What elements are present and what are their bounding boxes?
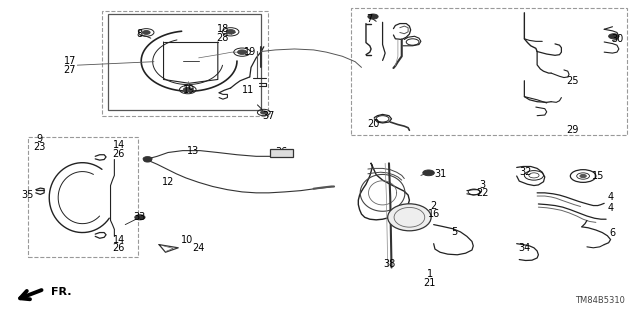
Text: 38: 38 [383, 259, 395, 269]
Text: 37: 37 [263, 111, 275, 121]
Text: 36: 36 [276, 146, 288, 157]
Circle shape [144, 158, 152, 162]
Text: 32: 32 [520, 167, 532, 177]
Circle shape [609, 34, 619, 39]
Text: 33: 33 [134, 212, 146, 222]
Text: 8: 8 [137, 29, 143, 39]
Text: 5: 5 [451, 227, 457, 237]
Text: 14: 14 [113, 140, 125, 150]
Circle shape [226, 30, 235, 34]
Bar [28, 137, 138, 257]
Text: 10: 10 [181, 234, 193, 245]
Text: 1: 1 [427, 270, 433, 279]
Text: 23: 23 [33, 142, 45, 152]
Text: 28: 28 [217, 33, 229, 43]
Text: 21: 21 [424, 278, 436, 288]
Bar [270, 149, 292, 157]
Circle shape [143, 157, 152, 161]
Text: 11: 11 [243, 85, 255, 95]
Text: 22: 22 [477, 189, 489, 198]
Ellipse shape [388, 204, 431, 231]
Text: 26: 26 [113, 149, 125, 159]
Text: 30: 30 [611, 34, 623, 44]
Text: 18: 18 [217, 24, 229, 34]
Bar [351, 8, 627, 135]
Text: 35: 35 [21, 190, 34, 200]
Text: 19: 19 [183, 85, 195, 95]
Circle shape [580, 174, 586, 178]
Circle shape [143, 31, 150, 34]
Text: 29: 29 [566, 125, 579, 135]
Text: 2: 2 [431, 201, 436, 211]
Text: 17: 17 [63, 56, 76, 66]
Text: 3: 3 [480, 180, 486, 190]
Text: 14: 14 [113, 234, 125, 245]
Text: 9: 9 [36, 134, 42, 144]
Text: 20: 20 [367, 119, 379, 129]
Text: FR.: FR. [51, 287, 71, 297]
Circle shape [260, 111, 267, 114]
Text: 24: 24 [193, 243, 205, 253]
Text: 16: 16 [428, 209, 440, 219]
Text: 34: 34 [518, 243, 531, 253]
Text: 19: 19 [244, 47, 256, 56]
Circle shape [368, 14, 378, 19]
Circle shape [183, 87, 192, 92]
Circle shape [423, 170, 435, 176]
Text: 15: 15 [591, 171, 604, 181]
Text: 12: 12 [162, 177, 174, 187]
Text: 25: 25 [566, 76, 579, 86]
Text: TM84B5310: TM84B5310 [575, 296, 625, 305]
Text: 26: 26 [113, 243, 125, 253]
Text: 6: 6 [609, 228, 616, 238]
Text: 27: 27 [63, 65, 76, 75]
Circle shape [237, 50, 246, 54]
Text: 31: 31 [434, 169, 446, 179]
Text: 4: 4 [607, 203, 614, 213]
Text: 13: 13 [188, 145, 200, 156]
Bar [102, 11, 268, 116]
Bar [108, 14, 261, 110]
Text: 7: 7 [366, 14, 372, 24]
Circle shape [135, 215, 145, 220]
Text: 4: 4 [607, 192, 614, 202]
